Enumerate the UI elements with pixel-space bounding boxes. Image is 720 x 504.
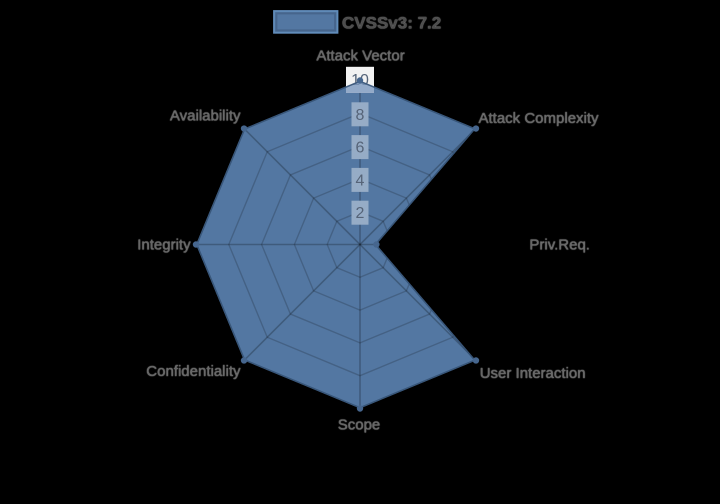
- svg-text:Confidentiality: Confidentiality: [146, 363, 241, 380]
- svg-text:Attack Vector: Attack Vector: [316, 48, 404, 65]
- svg-text:8: 8: [356, 107, 365, 124]
- svg-text:User Interaction: User Interaction: [480, 365, 586, 382]
- svg-text:Availability: Availability: [170, 107, 241, 124]
- svg-text:4: 4: [356, 172, 365, 189]
- svg-text:CVSSv3: 7.2: CVSSv3: 7.2: [342, 14, 441, 33]
- svg-text:6: 6: [356, 140, 365, 157]
- svg-text:Attack Complexity: Attack Complexity: [479, 110, 600, 127]
- svg-text:Integrity: Integrity: [137, 237, 191, 254]
- svg-text:2: 2: [356, 205, 365, 222]
- svg-text:Priv.Req.: Priv.Req.: [529, 237, 590, 254]
- svg-text:Scope: Scope: [338, 417, 381, 434]
